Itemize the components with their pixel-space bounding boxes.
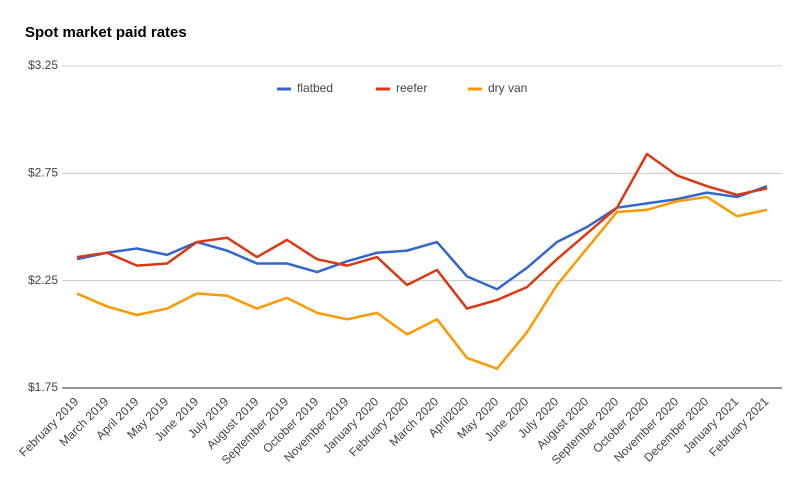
series-line [76, 152, 768, 310]
series-line [76, 195, 768, 370]
chart-title: Spot market paid rates [25, 24, 187, 41]
legend-label: reefer [396, 81, 427, 95]
legend-label: dry van [488, 81, 527, 95]
legend-label: flatbed [297, 81, 333, 95]
y-tick-label: $2.25 [28, 273, 58, 287]
y-tick-label: $1.75 [28, 380, 58, 394]
y-tick-label: $3.25 [28, 58, 58, 72]
y-tick-label: $2.75 [28, 166, 58, 180]
